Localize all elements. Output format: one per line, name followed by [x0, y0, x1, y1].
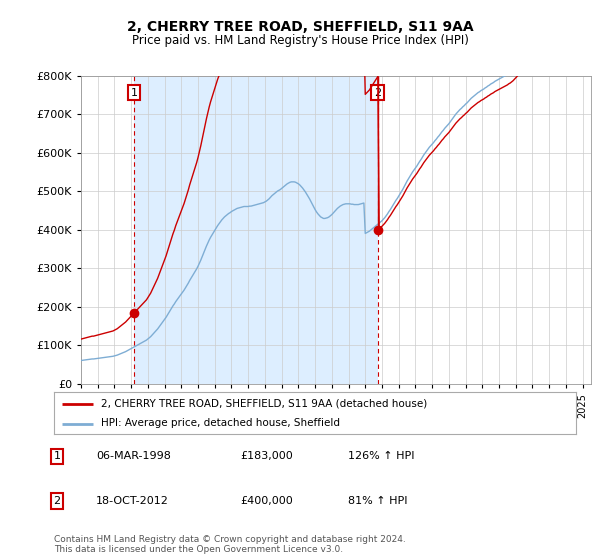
Text: 06-MAR-1998: 06-MAR-1998 — [96, 451, 171, 461]
Text: Price paid vs. HM Land Registry's House Price Index (HPI): Price paid vs. HM Land Registry's House … — [131, 34, 469, 46]
Text: £400,000: £400,000 — [240, 496, 293, 506]
Text: 2, CHERRY TREE ROAD, SHEFFIELD, S11 9AA: 2, CHERRY TREE ROAD, SHEFFIELD, S11 9AA — [127, 20, 473, 34]
Text: 2: 2 — [374, 87, 382, 97]
Text: 1: 1 — [53, 451, 61, 461]
Text: 2, CHERRY TREE ROAD, SHEFFIELD, S11 9AA (detached house): 2, CHERRY TREE ROAD, SHEFFIELD, S11 9AA … — [101, 399, 427, 409]
Text: 126% ↑ HPI: 126% ↑ HPI — [348, 451, 415, 461]
Text: HPI: Average price, detached house, Sheffield: HPI: Average price, detached house, Shef… — [101, 418, 340, 428]
Text: 18-OCT-2012: 18-OCT-2012 — [96, 496, 169, 506]
Text: Contains HM Land Registry data © Crown copyright and database right 2024.
This d: Contains HM Land Registry data © Crown c… — [54, 535, 406, 554]
Text: 1: 1 — [130, 87, 137, 97]
Text: £183,000: £183,000 — [240, 451, 293, 461]
Text: 81% ↑ HPI: 81% ↑ HPI — [348, 496, 407, 506]
Bar — [134, 76, 378, 384]
Text: 2: 2 — [53, 496, 61, 506]
